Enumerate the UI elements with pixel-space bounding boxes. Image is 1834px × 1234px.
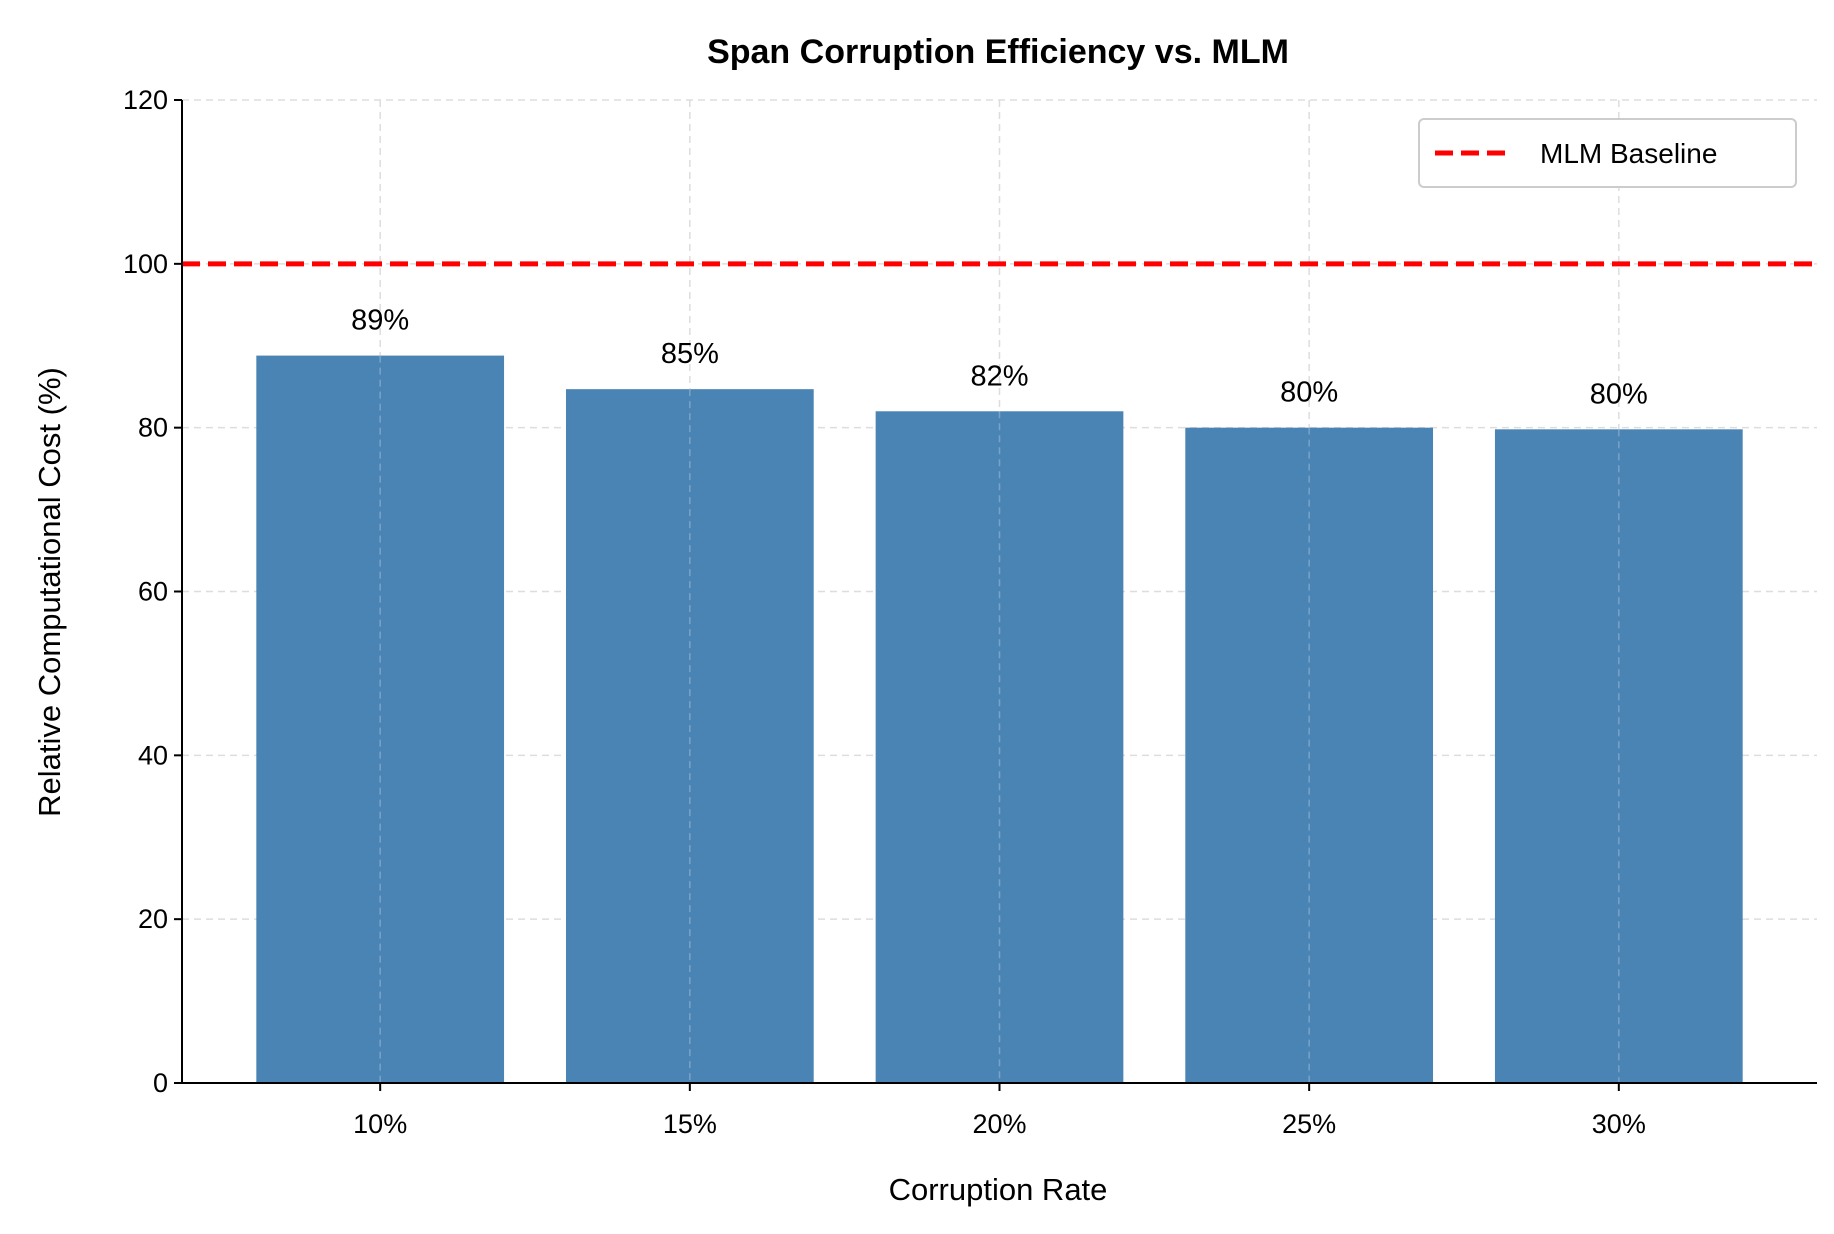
bar-20pct bbox=[875, 411, 1124, 1083]
legend-label-baseline: MLM Baseline bbox=[1540, 138, 1717, 169]
data-label: 82% bbox=[970, 360, 1028, 392]
bar-25pct bbox=[1185, 427, 1434, 1084]
data-label: 89% bbox=[351, 305, 409, 337]
y-tick-label: 20 bbox=[138, 904, 168, 934]
data-label: 85% bbox=[661, 338, 719, 370]
x-tick-label: 10% bbox=[353, 1109, 407, 1139]
data-labels: 89% 85% 82% 80% 80% bbox=[351, 305, 1648, 411]
x-axis-label: Corruption Rate bbox=[889, 1172, 1108, 1207]
y-tick-label: 120 bbox=[123, 85, 168, 115]
legend-box bbox=[1418, 118, 1797, 188]
data-label: 80% bbox=[1590, 378, 1648, 410]
legend: MLM Baseline bbox=[1418, 118, 1797, 188]
bar-30pct bbox=[1494, 429, 1743, 1083]
bar-15pct bbox=[565, 389, 814, 1083]
y-tick-label: 80 bbox=[138, 413, 168, 443]
y-tick-label: 0 bbox=[153, 1068, 168, 1098]
x-tick-label: 15% bbox=[663, 1109, 717, 1139]
x-tick-label: 20% bbox=[972, 1109, 1026, 1139]
bars bbox=[256, 355, 1743, 1084]
bar-10pct bbox=[256, 355, 505, 1084]
y-tick-label: 100 bbox=[123, 249, 168, 279]
data-label: 80% bbox=[1280, 377, 1338, 409]
ticks: 0 20 40 60 80 100 120 10% 15% 20% 25% 30% bbox=[123, 85, 1646, 1139]
x-tick-label: 25% bbox=[1282, 1109, 1336, 1139]
x-tick-label: 30% bbox=[1592, 1109, 1646, 1139]
y-axis-label: Relative Computational Cost (%) bbox=[32, 367, 67, 817]
y-tick-label: 60 bbox=[138, 577, 168, 607]
y-tick-label: 40 bbox=[138, 740, 168, 770]
chart-title: Span Corruption Efficiency vs. MLM bbox=[707, 33, 1289, 71]
